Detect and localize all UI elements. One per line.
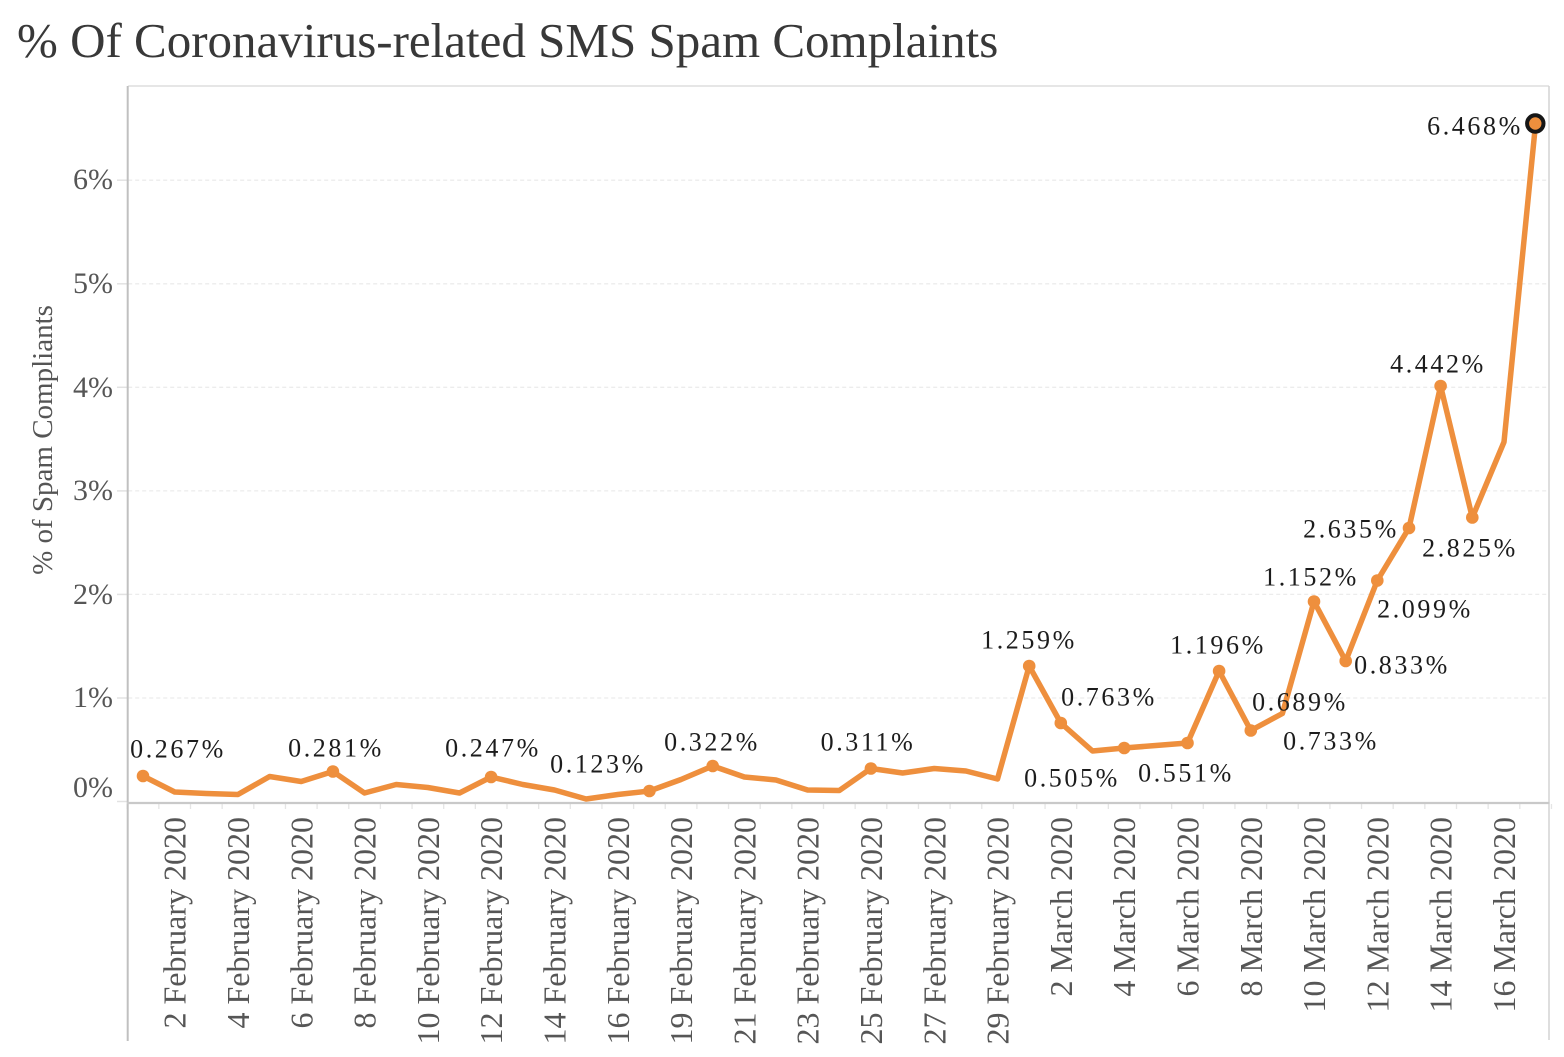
svg-text:12 February 2020: 12 February 2020 [473, 817, 509, 1045]
svg-text:2.825%: 2.825% [1422, 534, 1518, 563]
svg-text:21 February 2020: 21 February 2020 [726, 817, 762, 1045]
svg-text:27 February 2020: 27 February 2020 [916, 817, 952, 1045]
svg-text:2 March 2020: 2 March 2020 [1043, 817, 1079, 997]
svg-text:6 February 2020: 6 February 2020 [283, 817, 319, 1029]
svg-text:5%: 5% [73, 267, 113, 300]
svg-text:0%: 0% [73, 771, 113, 804]
svg-text:25 February 2020: 25 February 2020 [853, 817, 889, 1045]
svg-text:0.123%: 0.123% [550, 750, 646, 779]
svg-text:16 March 2020: 16 March 2020 [1486, 817, 1522, 1013]
svg-text:29 February 2020: 29 February 2020 [980, 817, 1016, 1045]
svg-text:0.689%: 0.689% [1252, 688, 1348, 717]
svg-text:0.247%: 0.247% [445, 734, 541, 763]
svg-text:8 February 2020: 8 February 2020 [347, 817, 383, 1029]
svg-text:6 March 2020: 6 March 2020 [1169, 817, 1205, 997]
svg-text:4%: 4% [73, 371, 113, 404]
svg-text:3%: 3% [73, 474, 113, 507]
svg-text:0.733%: 0.733% [1283, 727, 1379, 756]
svg-text:0.833%: 0.833% [1354, 651, 1450, 680]
svg-text:6%: 6% [73, 163, 113, 196]
svg-text:1%: 1% [73, 681, 113, 714]
svg-text:6.468%: 6.468% [1427, 112, 1523, 141]
svg-text:% of Spam Compliants: % of Spam Compliants [27, 305, 59, 575]
svg-text:19 February 2020: 19 February 2020 [663, 817, 699, 1045]
svg-text:2.099%: 2.099% [1377, 595, 1473, 624]
svg-text:2.635%: 2.635% [1303, 515, 1399, 544]
svg-text:4.442%: 4.442% [1390, 350, 1486, 379]
svg-text:0.505%: 0.505% [1024, 764, 1120, 793]
svg-text:2%: 2% [73, 578, 113, 611]
svg-text:1.259%: 1.259% [981, 626, 1077, 655]
svg-text:14 February 2020: 14 February 2020 [536, 817, 572, 1045]
svg-text:14 March 2020: 14 March 2020 [1423, 817, 1459, 1013]
svg-text:0.311%: 0.311% [821, 728, 916, 757]
svg-text:% Of Coronavirus-related SMS S: % Of Coronavirus-related SMS Spam Compla… [17, 13, 998, 68]
svg-text:1.152%: 1.152% [1263, 563, 1359, 592]
svg-text:0.551%: 0.551% [1138, 759, 1234, 788]
svg-text:0.281%: 0.281% [288, 734, 384, 763]
svg-text:8 March 2020: 8 March 2020 [1233, 817, 1269, 997]
svg-text:4 February 2020: 4 February 2020 [220, 817, 256, 1029]
svg-text:12 March 2020: 12 March 2020 [1359, 817, 1395, 1013]
svg-text:0.322%: 0.322% [664, 728, 760, 757]
svg-text:23 February 2020: 23 February 2020 [790, 817, 826, 1045]
svg-text:2 February 2020: 2 February 2020 [157, 817, 193, 1029]
svg-text:16 February 2020: 16 February 2020 [600, 817, 636, 1045]
svg-text:0.267%: 0.267% [130, 735, 226, 764]
svg-text:1.196%: 1.196% [1170, 631, 1266, 660]
svg-text:4 March 2020: 4 March 2020 [1106, 817, 1142, 997]
svg-text:10 March 2020: 10 March 2020 [1296, 817, 1332, 1013]
svg-text:0.763%: 0.763% [1061, 683, 1157, 712]
svg-text:10 February 2020: 10 February 2020 [410, 817, 446, 1045]
